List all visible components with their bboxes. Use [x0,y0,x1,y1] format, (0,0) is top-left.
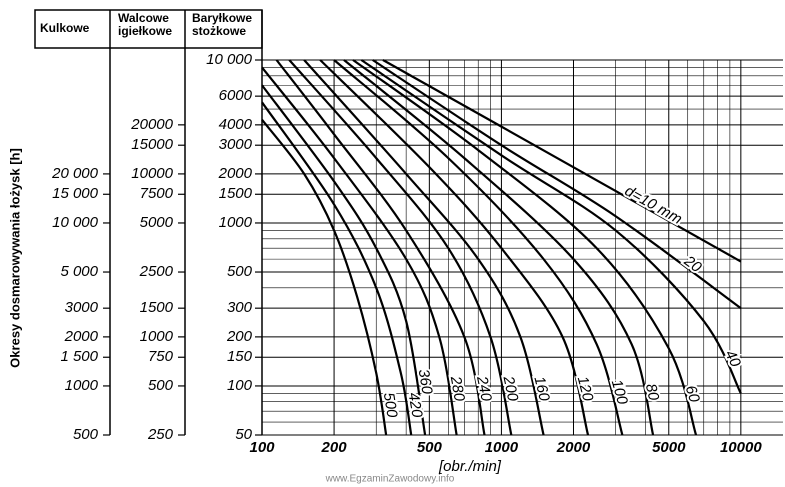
y-tick-label: 10000 [131,165,173,182]
y-tick-label: 200 [226,328,253,345]
curve-label: 200 [499,374,521,404]
x-tick-label: 5000 [652,439,686,456]
curve-label: 280 [447,374,468,403]
y-tick-label: 4000 [219,116,253,133]
y-tick-label: 50 [235,426,252,443]
x-tick-label: 1000 [485,439,519,456]
y-tick-label: 5 000 [60,263,98,280]
y-tick-label: 5000 [140,214,174,231]
curve [261,119,388,436]
curve-label: 100 [608,378,631,407]
y-tick-label: 2000 [218,165,253,182]
curve-label: 120 [574,374,597,403]
curve [261,66,458,436]
y-tick-label: 100 [227,377,253,394]
y-tick-label: 20 000 [51,165,99,182]
y-tick-label: 1000 [140,328,174,345]
y-tick-label: 1000 [219,214,253,231]
y-tick-label: 500 [148,377,174,394]
column-title: Walcowe igiełkowe [118,11,173,38]
y-tick-label: 1500 [140,299,174,316]
watermark: www.EgzaminZawodowy.info [325,474,455,485]
y-tick-label: 3000 [65,299,99,316]
curve [372,59,742,310]
y-tick-label: 1000 [65,377,99,394]
y-axis-title: Okresy dosmarowywania łożysk [h] [7,148,22,368]
x-tick-label: 10000 [720,439,762,456]
x-tick-label: 2000 [556,439,591,456]
curve [288,59,513,436]
curve-label: 20 [680,252,705,277]
curve-label: 240 [473,374,495,404]
y-tick-label: 1500 [219,185,253,202]
y-tick-label: 2000 [64,328,99,345]
curve [261,101,413,436]
y-tick-label: 15 000 [52,185,99,202]
curve-label: 160 [531,375,553,404]
y-tick-label: 10 000 [52,214,99,231]
curve [382,59,742,263]
x-axis-title: [obr./min] [438,458,502,475]
curve [303,59,545,436]
curve [261,84,427,436]
x-tick-label: 500 [417,439,443,456]
y-tick-label: 300 [227,299,253,316]
y-tick-label: 6000 [219,87,253,104]
curve [319,59,590,436]
y-tick-label: 1 500 [60,348,98,365]
curve-label: d=10 mm [622,182,685,228]
y-tick-label: 10 000 [206,51,253,68]
y-tick-label: 15000 [131,136,173,153]
y-tick-label: 2500 [139,263,174,280]
y-tick-label: 150 [227,348,253,365]
curve [275,59,486,436]
column-title: Kulkowe [40,21,90,35]
x-tick-label: 200 [321,439,348,456]
y-tick-label: 20000 [130,116,173,133]
y-tick-label: 500 [73,426,99,443]
curve-label: 80 [642,382,663,403]
y-tick-label: 750 [148,348,174,365]
curve [343,59,655,436]
y-tick-label: 3000 [219,136,253,153]
column-title: Baryłkowe stożkowe [192,11,253,38]
y-tick-label: 250 [147,426,174,443]
curve [360,59,742,394]
y-tick-label: 500 [227,263,253,280]
curve [333,59,624,436]
y-tick-label: 7500 [140,185,174,202]
x-tick-label: 100 [249,439,275,456]
curve [352,59,698,436]
